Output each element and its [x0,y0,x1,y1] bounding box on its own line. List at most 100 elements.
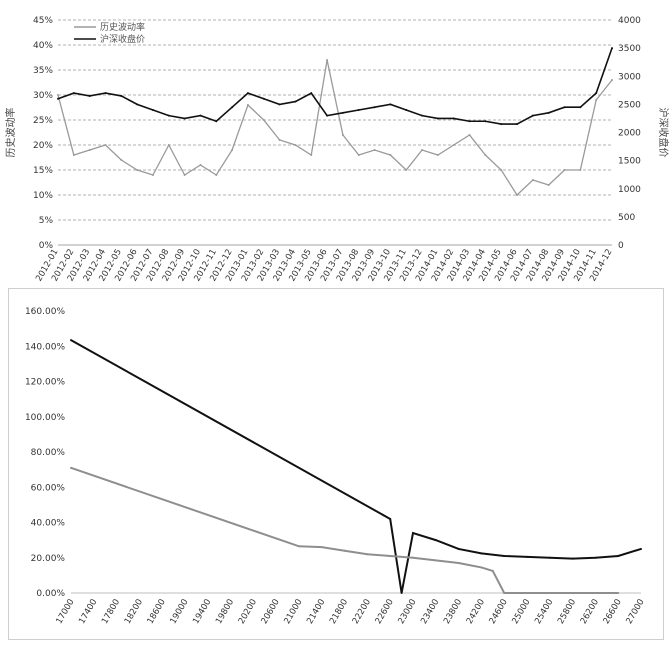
y-right-tick-label: 2500 [618,100,641,110]
data-point [57,94,59,96]
data-point [491,569,494,572]
data-point [548,556,551,559]
data-point [215,120,218,123]
data-point [215,174,218,176]
data-point [389,554,392,557]
data-point [405,109,408,111]
data-point [617,592,620,594]
data-point [88,94,91,97]
data-point [531,114,534,117]
x-tick-label: 23800 [442,598,464,626]
x-tick-label: 18200 [123,598,145,626]
x-tick-label: 19400 [191,598,213,626]
data-point [341,134,344,136]
y-left-tick-label: 20% [33,141,53,151]
data-point [343,549,346,552]
data-point [310,154,313,156]
y-tick-label: 100.00% [25,413,65,423]
data-point [500,169,503,171]
data-point [120,159,123,161]
data-point [468,120,471,123]
data-point [412,532,414,535]
x-tick-label: 18600 [146,598,168,626]
series-line [70,339,642,594]
y-tick-label: 80.00% [31,448,66,458]
data-point [484,154,487,156]
data-point [434,559,437,562]
data-point [231,149,234,151]
data-point [480,566,483,569]
data-point [595,99,598,101]
y-right-axis-title: 沪深收盘价 [657,108,670,158]
series-line [57,59,613,197]
x-tick-label: 27000 [624,598,646,626]
x-tick-label: 25400 [533,598,555,626]
data-point [611,47,613,50]
data-point [136,103,139,106]
y-left-tick-label: 15% [33,166,53,176]
y-right-tick-label: 0 [618,241,624,251]
data-point [246,104,249,106]
data-point [516,123,519,126]
x-tick-label: 19000 [168,598,190,626]
data-point [104,144,107,146]
x-tick-label: 21000 [282,598,304,626]
y-left-tick-label: 25% [33,116,53,126]
legend-label: 沪深收盘价 [100,33,145,45]
x-tick-label: 17000 [54,598,76,626]
data-point [231,106,234,109]
y-tick-label: 140.00% [25,342,65,352]
data-point [503,554,506,557]
data-point [72,92,75,95]
x-tick-label: 26200 [579,598,601,626]
y-tick-label: 160.00% [25,307,65,317]
data-point [278,139,281,141]
data-point [278,103,281,106]
y-tick-label: 0.00% [36,589,65,599]
y-right-tick-label: 4000 [618,16,641,26]
data-point [436,154,439,156]
y-left-axis-title: 历史波动率 [4,108,17,158]
data-point [183,174,186,176]
data-point [547,184,550,186]
data-point [595,92,598,95]
data-point [617,554,620,557]
y-left-tick-label: 35% [33,66,53,76]
volatility-price-chart: 0% 5% 10% 15% 20% 25% 30% 35% 40% 45% 0 500 1000 1500… [0,0,672,285]
y-left-tick-label: 0% [39,241,54,251]
y-right-tick-label: 1500 [618,157,641,167]
volatility-strike-chart: 0.00% 20.00% 40.00% 60.00% 80.00% 100.00% 120.… [8,288,664,640]
data-point [72,154,75,156]
volatility-strike-svg: 0.00% 20.00% 40.00% 60.00% 80.00% 100.00% 120.… [25,307,647,626]
y-left-tick-label: 10% [33,191,53,201]
data-point [516,194,519,196]
volatility-price-svg: 0% 5% 10% 15% 20% 25% 30% 35% 40% 45% 0 500 1000 1500… [4,16,670,283]
data-point [452,144,455,146]
x-tick-label: 21800 [328,598,350,626]
data-point [563,106,566,109]
y-right-tick-label: 500 [618,213,635,223]
data-point [389,154,392,156]
data-point [320,546,323,549]
data-point [183,117,186,120]
data-point [389,517,392,520]
data-point [262,119,265,121]
data-point [70,339,72,342]
data-point [167,144,170,146]
data-point [640,547,642,550]
data-point [357,109,360,111]
data-point [452,117,455,120]
y-left-tick-label: 30% [33,91,53,101]
y-left-tick-label: 5% [39,216,54,226]
data-point [199,164,202,166]
data-point [136,169,139,171]
data-point [457,547,460,550]
data-point [88,149,91,151]
data-point [468,134,471,136]
series-line [57,47,613,125]
data-point [373,149,376,151]
x-tick-label: 20200 [237,598,259,626]
data-point [366,553,369,556]
data-point [500,123,503,126]
x-tick-label: 26600 [602,598,624,626]
